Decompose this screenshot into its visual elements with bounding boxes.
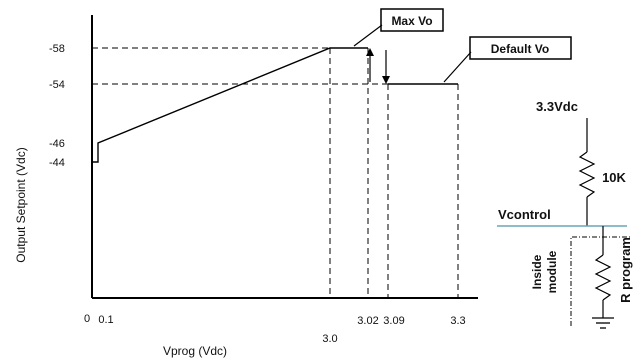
default-vo-box xyxy=(469,36,572,60)
y-tick-46: -46 xyxy=(49,138,65,150)
vcontrol-label: Vcontrol xyxy=(498,207,551,222)
x-tick-0: 0 xyxy=(84,313,90,325)
y-tick-54: -54 xyxy=(49,79,65,91)
resistor-10k xyxy=(578,151,596,198)
default-vo-label: Default Vo xyxy=(491,42,549,56)
resistor-program xyxy=(594,254,612,301)
x-tick-0-1: 0.1 xyxy=(98,314,113,326)
x-tick-3-09: 3.09 xyxy=(383,315,404,327)
x-tick-3-3: 3.3 xyxy=(450,315,465,327)
setpoint-curve xyxy=(92,47,368,163)
resistor-label: 10K xyxy=(602,170,626,185)
ground-icon xyxy=(592,317,614,329)
y-tick-58: -58 xyxy=(49,43,65,55)
max-vo-box xyxy=(380,8,444,32)
y-axis-title: Output Setpoint (Vdc) xyxy=(14,147,28,262)
x-tick-3-0: 3.0 xyxy=(322,333,337,345)
max-vo-leader xyxy=(353,24,383,47)
inside-label: Inside xyxy=(530,254,544,289)
max-vo-label: Max Vo xyxy=(391,14,432,28)
y-tick-44: -44 xyxy=(49,157,65,169)
program-label: R program xyxy=(618,237,633,303)
x-axis-title: Vprog (Vdc) xyxy=(163,344,227,358)
supply-label: 3.3Vdc xyxy=(536,99,578,114)
module-label: module xyxy=(545,250,559,293)
x-tick-3-02: 3.02 xyxy=(357,315,378,327)
default-vo-leader xyxy=(443,51,472,83)
